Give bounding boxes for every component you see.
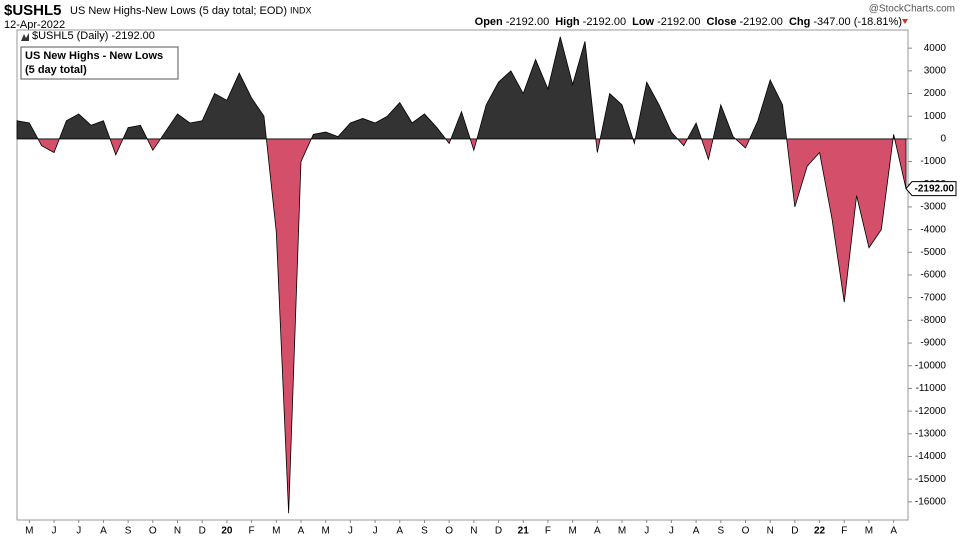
x-tick-label: D <box>495 526 502 537</box>
y-tick-label: 2000 <box>924 88 947 99</box>
y-tick-label: -6000 <box>920 270 946 281</box>
x-tick-label: F <box>841 526 847 537</box>
x-tick-label: F <box>249 526 255 537</box>
quote-label: Open <box>475 16 503 28</box>
x-tick-label: M <box>272 526 280 537</box>
x-tick-label: N <box>174 526 181 537</box>
x-tick-label: 21 <box>518 526 530 537</box>
y-tick-label: -9000 <box>920 338 946 349</box>
x-tick-label: 20 <box>221 526 233 537</box>
annotation-line: (5 day total) <box>25 64 87 76</box>
x-tick-label: J <box>669 526 674 537</box>
y-tick-label: -11000 <box>916 383 947 394</box>
x-tick-label: A <box>396 526 403 537</box>
last-value-tag <box>905 181 957 197</box>
watermark: @StockCharts.com <box>869 4 955 15</box>
last-value-label: -2192.00 <box>915 183 955 194</box>
symbol: $USHL5 <box>4 2 62 19</box>
x-tick-label: N <box>470 526 477 537</box>
quote-value: -2192.00 <box>583 16 626 28</box>
quote: Open -2192.00 High -2192.00 Low -2192.00 Close… <box>475 16 902 28</box>
quote-label: Chg <box>789 16 810 28</box>
y-tick-label: -15000 <box>915 474 947 485</box>
quote-value: -2192.00 <box>740 16 783 28</box>
x-tick-label: S <box>125 526 132 537</box>
x-tick-label: A <box>693 526 700 537</box>
y-tick-label: -7000 <box>920 292 946 303</box>
legend-icon <box>21 33 29 41</box>
quote-label: Close <box>707 16 737 28</box>
y-tick-label: -16000 <box>915 496 947 507</box>
x-tick-label: A <box>298 526 305 537</box>
y-tick-label: -8000 <box>920 315 946 326</box>
x-tick-label: N <box>767 526 774 537</box>
y-tick-label: -4000 <box>920 224 946 235</box>
x-tick-label: O <box>742 526 750 537</box>
y-tick-label: -14000 <box>915 451 947 462</box>
y-tick-label: -5000 <box>920 247 946 258</box>
quote-label: Low <box>632 16 654 28</box>
date: 12-Apr-2022 <box>4 19 65 31</box>
y-tick-label: -10000 <box>915 360 947 371</box>
x-tick-label: F <box>545 526 551 537</box>
x-tick-label: D <box>199 526 206 537</box>
legend-entry: $USHL5 (Daily) -2192.00 <box>32 30 155 42</box>
x-tick-label: A <box>100 526 107 537</box>
x-tick-label: M <box>568 526 576 537</box>
x-tick-label: 22 <box>814 526 826 537</box>
x-tick-label: J <box>52 526 57 537</box>
x-tick-label: J <box>76 526 81 537</box>
description: US New Highs-New Lows (5 day total; EOD) <box>70 5 287 17</box>
x-tick-label: A <box>594 526 601 537</box>
annotation-line: US New Highs - New Lows <box>25 50 163 62</box>
x-tick-label: J <box>644 526 649 537</box>
y-tick-label: -3000 <box>920 202 946 213</box>
y-tick-label: -13000 <box>915 428 947 439</box>
y-tick-label: 0 <box>940 134 946 145</box>
x-tick-label: S <box>717 526 724 537</box>
x-tick-label: S <box>421 526 428 537</box>
x-tick-label: J <box>348 526 353 537</box>
x-tick-label: A <box>890 526 897 537</box>
exchange: INDX <box>290 5 312 15</box>
area <box>16 36 907 514</box>
annotation-box <box>20 46 179 80</box>
x-tick-label: M <box>322 526 330 537</box>
y-tick-label: -1000 <box>920 156 946 167</box>
quote-text: Open -2192.00 High -2192.00 Low -2192.00 Close… <box>475 16 902 28</box>
y-tick-label: 4000 <box>924 43 947 54</box>
x-tick-label: M <box>618 526 626 537</box>
quote-value: -2192.00 <box>657 16 700 28</box>
x-tick-label: O <box>445 526 453 537</box>
quote-value: -347.00 (-18.81%) <box>813 16 902 28</box>
quote-label: High <box>555 16 580 28</box>
quote-value: -2192.00 <box>506 16 549 28</box>
down-marker <box>902 19 908 24</box>
y-tick-label: -12000 <box>915 406 947 417</box>
y-tick-label: 1000 <box>924 111 947 122</box>
x-tick-label: M <box>25 526 33 537</box>
x-tick-label: J <box>373 526 378 537</box>
x-tick-label: O <box>149 526 157 537</box>
x-tick-label: M <box>865 526 873 537</box>
x-tick-label: D <box>791 526 798 537</box>
y-tick-label: 3000 <box>924 65 947 76</box>
